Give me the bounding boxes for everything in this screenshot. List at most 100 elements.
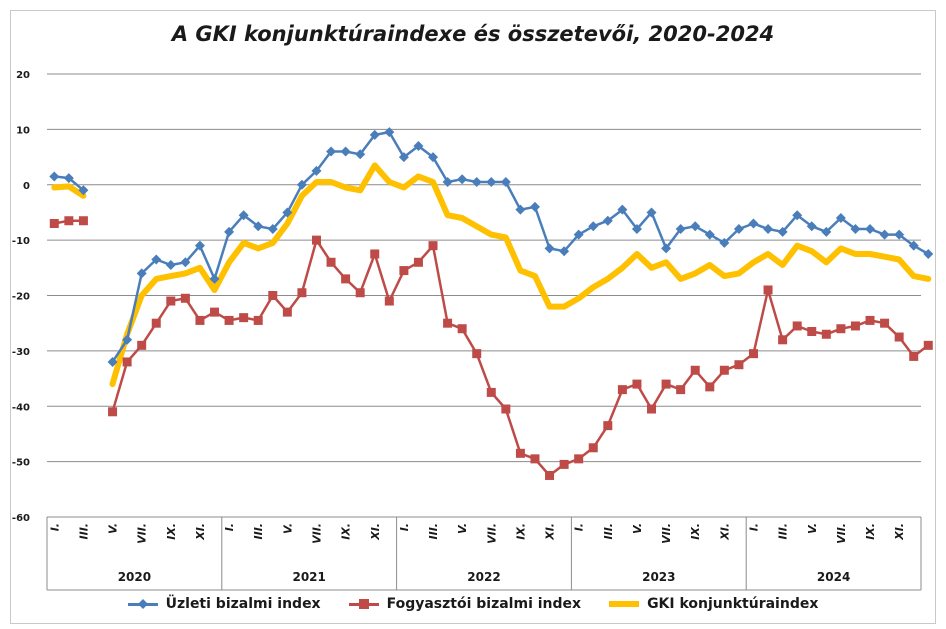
data-point-diamond (442, 176, 453, 187)
series-line (109, 162, 932, 388)
legend-swatch-gki (609, 601, 640, 607)
series-line (111, 238, 930, 477)
data-point-square (850, 321, 860, 331)
data-point-square (807, 326, 817, 336)
series-0 (49, 127, 934, 367)
data-point-diamond (617, 204, 628, 215)
data-point-square (515, 448, 525, 458)
month-tick-label: VII. (136, 523, 149, 544)
legend-swatch-consumer (348, 598, 379, 609)
month-tick-label: III. (602, 523, 615, 539)
series-1 (49, 216, 933, 480)
month-tick-label: III. (777, 523, 790, 539)
month-tick-label: V. (456, 523, 469, 534)
data-point-diamond (78, 185, 89, 196)
data-point-diamond (500, 176, 511, 187)
data-point-square (705, 382, 715, 392)
data-point-square (763, 285, 773, 295)
data-point-square (137, 340, 147, 350)
data-point-square (501, 404, 511, 414)
data-point-square (647, 404, 657, 414)
month-tick-label: XI. (369, 523, 382, 541)
year-label: 2021 (292, 570, 325, 584)
month-tick-label: VII. (660, 523, 673, 544)
chart-frame (10, 10, 936, 624)
data-point-square (661, 379, 671, 389)
data-point-diamond (704, 229, 715, 240)
data-point-diamond (398, 152, 409, 163)
data-point-square (880, 318, 890, 328)
data-point-diamond (529, 201, 540, 212)
legend-item-consumer: Fogyasztói bizalmi index (348, 596, 581, 612)
series-line (51, 183, 87, 199)
month-tick-label: I. (223, 523, 236, 531)
data-point-square (122, 357, 132, 367)
month-tick-label: V. (631, 523, 644, 534)
data-point-square (224, 315, 234, 325)
data-point-square (748, 349, 758, 359)
data-point-square (778, 335, 788, 345)
axis-layer: 20 10 0 -10 -20 -30 -40 -50 -60 2020 I. III. V. VII. I… (12, 70, 922, 591)
data-point-diamond (326, 146, 337, 157)
month-tick-label: XI. (893, 523, 906, 541)
data-point-square (719, 365, 729, 375)
month-tick-label: IX. (340, 523, 353, 540)
data-point-square (457, 324, 467, 334)
data-point-diamond (908, 240, 919, 251)
data-point-diamond (602, 215, 613, 226)
month-tick-label: III. (252, 523, 265, 539)
data-point-diamond (238, 210, 249, 221)
month-tick-label: XI. (544, 523, 557, 541)
month-tick-label: I. (573, 523, 586, 531)
data-point-square (486, 387, 496, 397)
data-point-diamond (165, 260, 176, 271)
data-point-diamond (631, 224, 642, 235)
data-point-square (341, 274, 351, 284)
data-point-diamond (835, 212, 846, 223)
data-point-square (617, 385, 627, 395)
month-tick-label: XI. (194, 523, 207, 541)
data-point-square (49, 219, 59, 229)
data-point-square (78, 216, 88, 226)
data-point-diamond (486, 176, 497, 187)
month-tick-label: III. (77, 523, 90, 539)
month-tick-label: VII. (485, 523, 498, 544)
data-point-diamond (850, 224, 861, 235)
data-point-square (355, 288, 365, 298)
y-tick-label: -60 (12, 513, 30, 524)
data-point-square (923, 340, 933, 350)
data-point-square (603, 421, 613, 431)
y-tick-label: -40 (12, 402, 30, 413)
legend: Üzleti bizalmi index Fogyasztói bizalmi … (0, 596, 946, 612)
month-tick-label: VII. (835, 523, 848, 544)
data-point-square (836, 324, 846, 334)
data-point-square (399, 266, 409, 276)
legend-label-business: Üzleti bizalmi index (165, 596, 321, 612)
data-point-diamond (675, 224, 686, 235)
data-point-square (909, 351, 919, 361)
y-tick-label: 0 (23, 181, 30, 192)
y-tick-label: 10 (16, 125, 30, 136)
legend-label-gki: GKI konjunktúraindex (647, 596, 819, 612)
legend-swatch-business (127, 598, 158, 609)
data-point-diamond (428, 152, 439, 163)
data-point-diamond (515, 204, 526, 215)
data-point-diamond (588, 221, 599, 232)
data-point-diamond (457, 174, 468, 185)
data-point-square (210, 307, 220, 317)
month-tick-label: I. (48, 523, 61, 531)
data-point-diamond (573, 229, 584, 240)
data-point-square (632, 379, 642, 389)
data-point-diamond (253, 221, 264, 232)
data-point-square (559, 459, 569, 469)
year-label: 2023 (642, 570, 675, 584)
data-point-square (865, 315, 875, 325)
data-point-diamond (879, 229, 890, 240)
y-tick-label: -50 (12, 458, 30, 469)
data-point-diamond (923, 248, 934, 259)
month-tick-label: V. (107, 523, 120, 534)
data-point-square (370, 249, 380, 259)
data-point-square (588, 443, 598, 453)
data-point-diamond (544, 243, 555, 254)
data-point-diamond (311, 165, 322, 176)
